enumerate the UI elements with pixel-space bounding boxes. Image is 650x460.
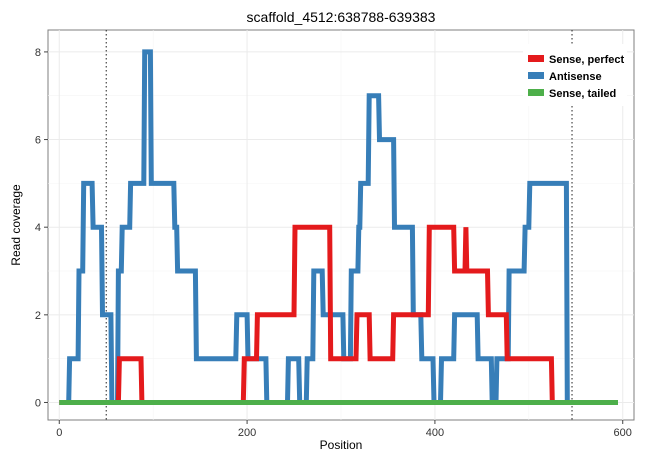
- x-tick-label: 600: [614, 427, 632, 439]
- axis-ticks: 0 200 400 600 0 2 4 6 8: [35, 47, 632, 439]
- x-tick-label: 200: [238, 427, 256, 439]
- chart-title: scaffold_4512:638788-639383: [247, 9, 436, 25]
- y-tick-label: 0: [35, 397, 41, 409]
- x-tick-label: 400: [426, 427, 444, 439]
- legend-key-sense-perfect: [528, 55, 544, 62]
- y-axis-title: Read coverage: [9, 184, 23, 266]
- series-lines: [59, 49, 618, 405]
- x-axis-title: Position: [320, 438, 363, 452]
- legend-key-antisense: [528, 72, 544, 79]
- y-tick-label: 2: [35, 310, 41, 322]
- y-tick-label: 6: [35, 135, 41, 147]
- legend: Sense, perfect Antisense Sense, tailed: [523, 44, 627, 106]
- series-line-antisense: [59, 49, 618, 405]
- y-tick-label: 4: [35, 222, 41, 234]
- y-tick-label: 8: [35, 47, 41, 59]
- x-tick-label: 0: [56, 427, 62, 439]
- legend-label-antisense: Antisense: [549, 71, 602, 83]
- legend-label-sense-perfect: Sense, perfect: [549, 54, 625, 66]
- legend-label-sense-tailed: Sense, tailed: [549, 88, 616, 100]
- legend-key-sense-tailed: [528, 89, 544, 96]
